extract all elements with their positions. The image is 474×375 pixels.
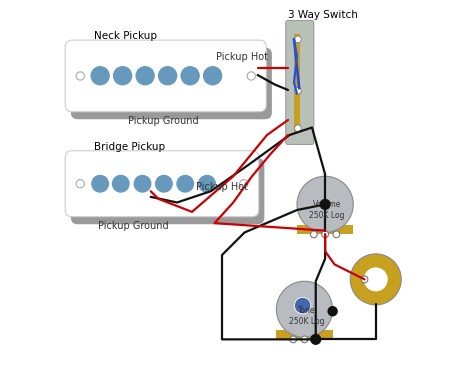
Circle shape xyxy=(76,72,84,80)
Circle shape xyxy=(76,180,84,188)
Text: Pickup Hot: Pickup Hot xyxy=(196,182,248,192)
FancyBboxPatch shape xyxy=(65,151,259,217)
Circle shape xyxy=(91,67,109,85)
Circle shape xyxy=(199,176,215,192)
Circle shape xyxy=(240,180,248,188)
Circle shape xyxy=(276,281,333,338)
Circle shape xyxy=(155,176,172,192)
Circle shape xyxy=(333,231,340,238)
Circle shape xyxy=(177,176,193,192)
Circle shape xyxy=(312,336,319,343)
Circle shape xyxy=(294,125,301,132)
FancyBboxPatch shape xyxy=(71,158,264,224)
Text: Bridge Pickup: Bridge Pickup xyxy=(94,142,165,152)
Circle shape xyxy=(310,231,317,238)
FancyBboxPatch shape xyxy=(286,21,314,144)
Circle shape xyxy=(112,176,129,192)
Circle shape xyxy=(294,297,311,314)
FancyBboxPatch shape xyxy=(65,40,266,112)
Circle shape xyxy=(92,176,109,192)
Bar xyxy=(297,225,353,234)
Circle shape xyxy=(322,231,328,238)
Circle shape xyxy=(320,200,330,209)
Circle shape xyxy=(136,67,154,85)
Circle shape xyxy=(247,72,255,80)
Text: Pickup Ground: Pickup Ground xyxy=(98,221,169,231)
Circle shape xyxy=(311,334,320,344)
Bar xyxy=(276,330,333,339)
Circle shape xyxy=(181,67,199,85)
Circle shape xyxy=(297,176,353,232)
Text: Tone
250K Log: Tone 250K Log xyxy=(289,306,324,326)
Text: 3 Way Switch: 3 Way Switch xyxy=(288,10,358,20)
Circle shape xyxy=(294,36,301,43)
FancyBboxPatch shape xyxy=(71,48,272,119)
Circle shape xyxy=(350,254,401,305)
Text: Pickup Hot: Pickup Hot xyxy=(216,52,268,62)
Circle shape xyxy=(290,336,297,343)
Circle shape xyxy=(361,276,368,283)
Circle shape xyxy=(364,267,388,291)
Bar xyxy=(294,34,300,133)
Circle shape xyxy=(159,67,177,85)
Text: Volume
250K Log: Volume 250K Log xyxy=(309,200,345,220)
Circle shape xyxy=(328,307,337,316)
Text: Neck Pickup: Neck Pickup xyxy=(94,32,157,41)
Circle shape xyxy=(294,87,301,94)
Text: Pickup Ground: Pickup Ground xyxy=(128,116,199,126)
Circle shape xyxy=(204,67,222,85)
Circle shape xyxy=(301,336,308,343)
Circle shape xyxy=(134,176,151,192)
Circle shape xyxy=(114,67,132,85)
